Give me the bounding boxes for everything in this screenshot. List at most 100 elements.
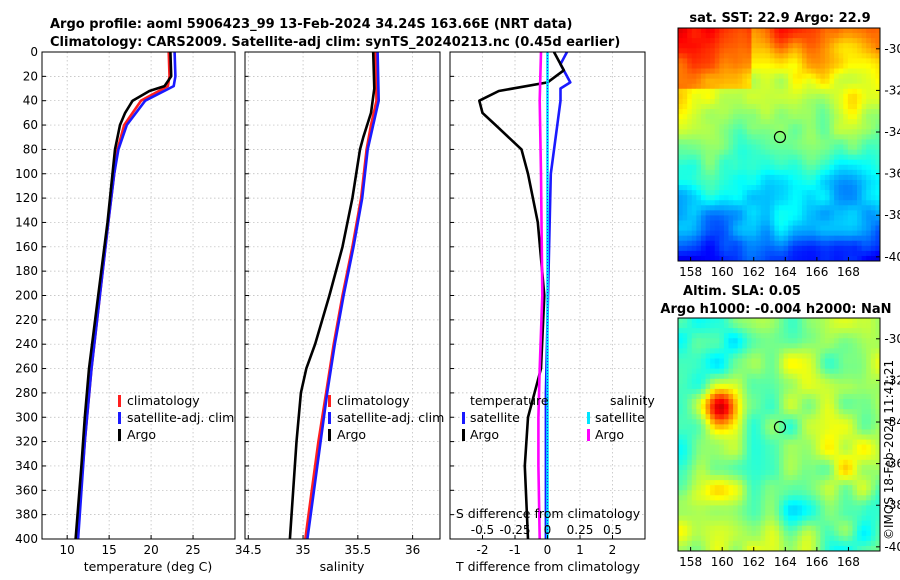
map-cell [733, 328, 739, 334]
map-cell [756, 480, 762, 486]
map-cell [769, 540, 775, 547]
map-cell [678, 230, 683, 237]
map-cell [870, 93, 876, 100]
map-cell [700, 154, 706, 161]
depth-tick-label: 0 [30, 45, 38, 59]
map-cell [783, 383, 789, 390]
map-cell [829, 169, 835, 176]
map-cell [779, 159, 784, 166]
map-cell [751, 169, 757, 176]
map-cell [751, 220, 757, 226]
map-cell [714, 545, 720, 552]
map-cell [737, 73, 743, 80]
map-cell [824, 103, 830, 110]
map-cell [765, 510, 771, 516]
map-cell [737, 323, 743, 329]
map-cell [733, 190, 739, 196]
map-cell [866, 114, 872, 120]
map-cell [811, 464, 817, 471]
map-cell [682, 200, 688, 206]
map-cell [760, 439, 766, 446]
map-cell [824, 500, 830, 506]
map-cell [746, 43, 752, 49]
map-cell [691, 373, 697, 380]
map-cell [843, 174, 849, 181]
map-cell [682, 149, 688, 156]
map-cell [737, 114, 743, 120]
map-cell [783, 240, 789, 247]
map-cell [834, 38, 840, 44]
map-cell [820, 490, 826, 496]
map-cell [700, 109, 706, 115]
map-cell [806, 535, 812, 542]
map-cell [843, 454, 849, 461]
map-cell [700, 535, 706, 542]
map-cell [801, 353, 807, 359]
map-cell [783, 58, 789, 64]
map-cell [829, 540, 835, 547]
map-cell [811, 373, 817, 380]
map-cell [705, 393, 711, 400]
map-cell [769, 28, 775, 34]
map-cell [723, 318, 729, 324]
map-cell [769, 73, 775, 80]
map-cell [723, 449, 729, 456]
map-cell [838, 205, 844, 211]
map-cell [852, 459, 858, 466]
map-cell [714, 134, 720, 140]
map-cell [801, 215, 807, 221]
map-cell [843, 200, 849, 206]
map-cell [852, 169, 858, 176]
depth-tick-label: 280 [15, 386, 38, 400]
map-cell [792, 459, 798, 466]
map-cell [815, 540, 821, 547]
map-cell [847, 393, 853, 400]
map-cell [870, 179, 876, 186]
map-cell [875, 58, 881, 64]
map-cell [691, 78, 697, 85]
map-cell [687, 409, 693, 415]
map-cell [875, 439, 881, 446]
map-cell [728, 245, 734, 252]
map-cell [870, 210, 876, 216]
map-cell [751, 48, 757, 54]
map-cell [742, 240, 748, 247]
map-cell [857, 215, 863, 221]
map-cell [829, 255, 835, 262]
map-cell [801, 78, 807, 85]
map-cell [783, 449, 789, 456]
map-cell [852, 235, 858, 242]
map-cell [779, 195, 784, 201]
map-cell [737, 510, 743, 516]
map-cell [719, 109, 725, 115]
map-cell [769, 383, 775, 390]
map-cell [843, 58, 849, 64]
map-cell [857, 119, 863, 125]
map-cell [834, 73, 840, 80]
lon-tick-label: 158 [679, 265, 702, 279]
map-cell [742, 414, 748, 420]
map-cell [728, 393, 734, 400]
map-cell [820, 255, 826, 262]
map-cell [797, 83, 803, 90]
map-cell [797, 98, 803, 105]
map-cell [857, 164, 863, 171]
map-cell [797, 429, 803, 435]
map-cell [875, 378, 881, 385]
map-cell [829, 164, 835, 171]
map-cell [774, 124, 780, 130]
map-cell [788, 510, 794, 516]
map-cell [742, 328, 748, 334]
map-cell [811, 358, 817, 364]
map-cell [847, 63, 853, 69]
map-cell [710, 318, 716, 324]
map-cell [714, 205, 720, 211]
map-cell [746, 525, 752, 532]
map-cell [788, 505, 794, 511]
map-cell [788, 454, 794, 461]
s-diff-tick-label: 0.5 [603, 523, 622, 537]
lon-tick-label: 164 [774, 265, 797, 279]
map-cell [719, 393, 725, 400]
map-cell [691, 93, 697, 100]
map-cell [687, 540, 693, 547]
